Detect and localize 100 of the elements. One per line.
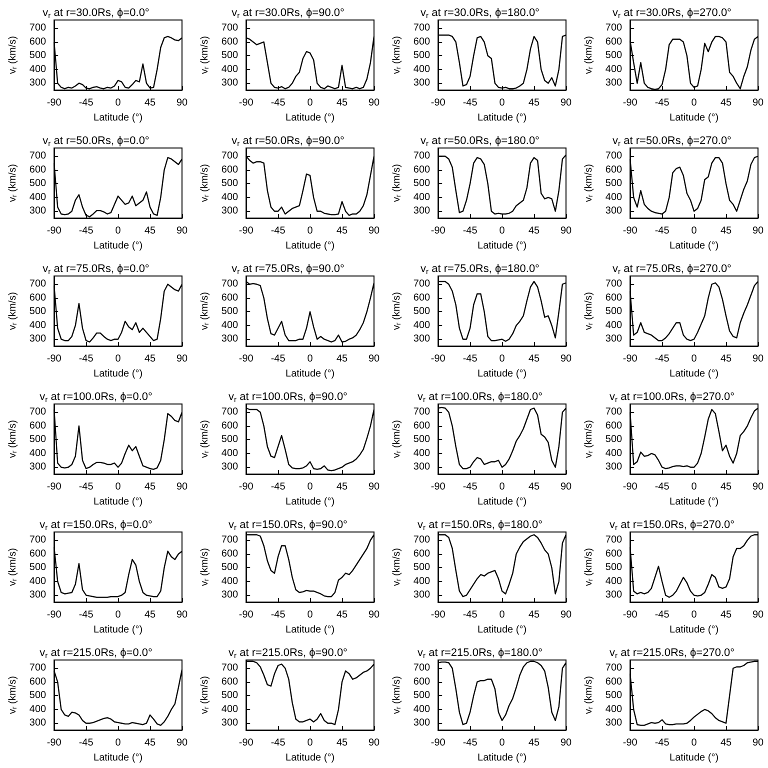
y-tick-label: 700 (605, 22, 623, 34)
x-tick-label: -90 (430, 98, 446, 109)
x-tick-label: 90 (560, 482, 572, 493)
x-tick-label: 0 (499, 738, 506, 749)
x-tick-label: -90 (430, 610, 446, 621)
x-tick-label: 45 (144, 610, 156, 621)
y-tick-label: 700 (413, 406, 431, 418)
x-tick-label: 90 (176, 354, 188, 365)
x-tick-label: 45 (336, 354, 348, 365)
x-tick-label: 0 (115, 482, 122, 493)
y-tick-label: 400 (413, 704, 431, 715)
x-tick-label: 45 (144, 738, 156, 749)
y-tick-label: 500 (221, 178, 239, 190)
y-tick-label: 700 (605, 662, 623, 674)
y-tick-label: 400 (605, 192, 623, 203)
y-tick-label: 700 (605, 278, 623, 290)
x-tick-label: -90 (430, 354, 446, 365)
x-axis-title: Latitude (°) (286, 240, 335, 252)
y-tick-label: 600 (605, 164, 623, 176)
y-tick-label: 500 (605, 178, 623, 190)
x-tick-label: 0 (307, 482, 314, 493)
y-tick-label: 300 (29, 718, 47, 729)
x-tick-label: -90 (238, 482, 254, 493)
y-tick-label: 300 (221, 718, 239, 729)
x-tick-label: 90 (176, 482, 188, 493)
y-tick-label: 700 (221, 662, 239, 674)
y-tick-label: 600 (605, 36, 623, 48)
x-tick-label: -45 (654, 482, 670, 493)
y-tick-label: 700 (221, 22, 239, 34)
y-tick-label: 300 (413, 462, 431, 473)
y-tick-label: 500 (221, 690, 239, 702)
y-tick-label: 600 (29, 164, 47, 176)
y-tick-label: 500 (413, 562, 431, 574)
x-tick-label: 90 (560, 354, 572, 365)
x-tick-label: 90 (368, 98, 380, 109)
x-tick-label: 90 (176, 98, 188, 109)
x-tick-label: 90 (752, 482, 764, 493)
x-tick-label: -45 (78, 354, 94, 365)
x-tick-label: 90 (560, 226, 572, 237)
y-tick-label: 500 (29, 306, 47, 318)
x-tick-label: -45 (270, 226, 286, 237)
x-tick-label: -45 (270, 98, 286, 109)
x-tick-label: 45 (528, 738, 540, 749)
x-axis-title: Latitude (°) (670, 112, 719, 124)
y-tick-label: 400 (605, 64, 623, 75)
x-tick-label: -45 (78, 610, 94, 621)
x-tick-label: -90 (238, 98, 254, 109)
y-tick-label: 700 (413, 278, 431, 290)
x-tick-label: -90 (238, 226, 254, 237)
y-tick-label: 500 (221, 306, 239, 318)
y-tick-label: 300 (605, 334, 623, 345)
x-tick-label: 90 (368, 226, 380, 237)
y-tick-label: 700 (605, 150, 623, 162)
x-tick-label: 90 (368, 482, 380, 493)
x-axis-title: Latitude (°) (478, 496, 527, 508)
y-tick-label: 600 (29, 292, 47, 304)
y-tick-label: 400 (413, 64, 431, 75)
y-tick-label: 600 (29, 420, 47, 432)
y-tick-label: 500 (29, 178, 47, 190)
y-tick-label: 400 (605, 320, 623, 331)
x-axis-title: Latitude (°) (670, 752, 719, 764)
x-axis-title: Latitude (°) (478, 752, 527, 764)
x-tick-label: 45 (528, 354, 540, 365)
x-axis-title: Latitude (°) (670, 624, 719, 636)
y-tick-label: 500 (413, 178, 431, 190)
x-tick-label: -90 (238, 354, 254, 365)
x-tick-label: 0 (499, 98, 506, 109)
y-tick-label: 400 (29, 448, 47, 459)
x-tick-label: 0 (499, 482, 506, 493)
x-axis-title: Latitude (°) (94, 752, 143, 764)
x-tick-label: -45 (654, 738, 670, 749)
y-tick-label: 400 (29, 704, 47, 715)
y-tick-label: 700 (413, 22, 431, 34)
x-tick-label: 45 (336, 226, 348, 237)
y-tick-label: 300 (29, 590, 47, 601)
y-tick-label: 300 (221, 590, 239, 601)
y-tick-label: 400 (29, 64, 47, 75)
x-tick-label: -90 (622, 98, 638, 109)
x-axis-title: Latitude (°) (286, 624, 335, 636)
x-tick-label: 0 (115, 98, 122, 109)
y-tick-label: 500 (413, 690, 431, 702)
x-tick-label: -45 (462, 610, 478, 621)
y-tick-label: 300 (413, 334, 431, 345)
x-axis-title: Latitude (°) (478, 112, 527, 124)
x-tick-label: -90 (622, 226, 638, 237)
x-axis-title: Latitude (°) (478, 624, 527, 636)
y-tick-label: 300 (605, 462, 623, 473)
x-tick-label: -45 (654, 226, 670, 237)
y-tick-label: 300 (605, 206, 623, 217)
y-tick-label: 700 (605, 534, 623, 546)
y-tick-label: 500 (413, 50, 431, 62)
x-tick-label: -45 (270, 610, 286, 621)
y-tick-label: 400 (29, 192, 47, 203)
y-tick-label: 600 (605, 420, 623, 432)
y-tick-label: 300 (413, 206, 431, 217)
x-tick-label: -45 (78, 226, 94, 237)
y-tick-label: 400 (221, 192, 239, 203)
y-tick-label: 700 (605, 406, 623, 418)
x-tick-label: 90 (368, 354, 380, 365)
y-tick-label: 700 (413, 662, 431, 674)
